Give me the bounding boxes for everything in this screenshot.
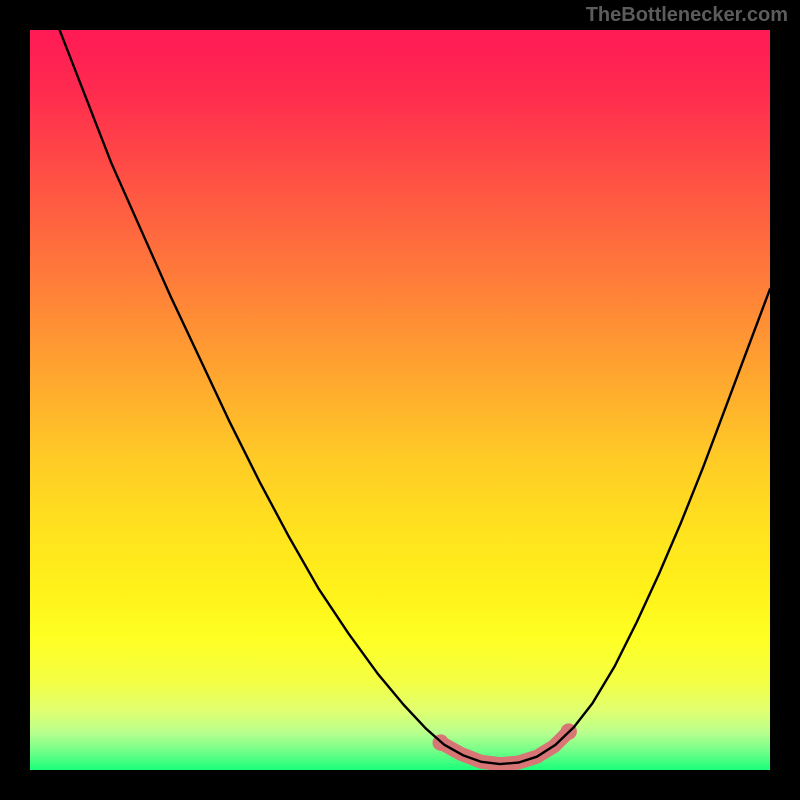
watermark-text: TheBottlenecker.com (586, 4, 788, 27)
plot-svg (30, 30, 770, 770)
plot-area (30, 30, 770, 770)
chart-frame: TheBottlenecker.com (0, 0, 800, 800)
bottleneck-curve (60, 30, 770, 764)
